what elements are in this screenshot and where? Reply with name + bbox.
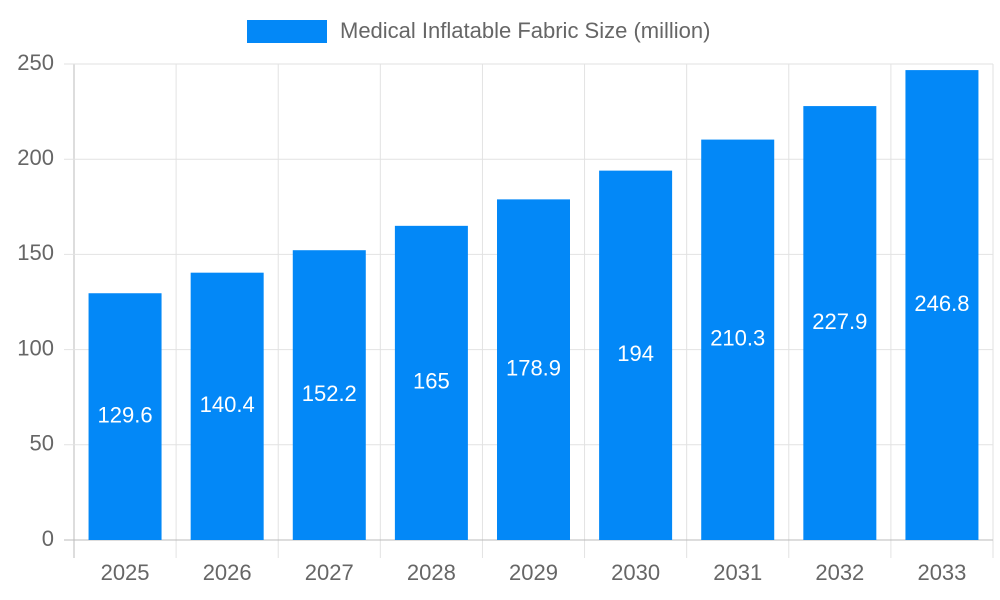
bar bbox=[88, 293, 162, 540]
value-label: 246.8 bbox=[914, 291, 969, 316]
legend-label: Medical Inflatable Fabric Size (million) bbox=[340, 18, 710, 43]
x-tick-label: 2031 bbox=[713, 560, 762, 585]
legend-swatch bbox=[247, 20, 327, 43]
x-tick-label: 2033 bbox=[917, 560, 966, 585]
y-tick-label: 200 bbox=[17, 145, 54, 170]
y-tick-label: 150 bbox=[17, 240, 54, 265]
y-tick-label: 100 bbox=[17, 335, 54, 360]
bar bbox=[497, 199, 570, 541]
y-tick-label: 0 bbox=[42, 526, 54, 551]
value-label: 152.2 bbox=[302, 381, 357, 406]
x-tick-label: 2032 bbox=[815, 560, 864, 585]
value-label: 210.3 bbox=[710, 326, 765, 351]
bar bbox=[394, 225, 468, 540]
x-tick-label: 2027 bbox=[305, 560, 354, 585]
x-tick-label: 2029 bbox=[509, 560, 558, 585]
x-tick-label: 2025 bbox=[101, 560, 150, 585]
bar bbox=[701, 139, 775, 540]
x-tick-label: 2028 bbox=[407, 560, 456, 585]
value-label: 129.6 bbox=[98, 402, 153, 427]
bar bbox=[190, 272, 264, 540]
bar bbox=[599, 170, 673, 540]
value-label: 178.9 bbox=[506, 355, 561, 380]
bar bbox=[803, 106, 877, 540]
x-tick-label: 2030 bbox=[611, 560, 660, 585]
bar bbox=[905, 70, 979, 540]
y-tick-label: 50 bbox=[30, 431, 54, 456]
value-label: 140.4 bbox=[200, 392, 255, 417]
x-tick-label: 2026 bbox=[203, 560, 252, 585]
value-label: 165 bbox=[413, 369, 450, 394]
y-tick-label: 250 bbox=[17, 50, 54, 75]
value-label: 227.9 bbox=[812, 309, 867, 334]
bar bbox=[292, 250, 366, 541]
value-label: 194 bbox=[617, 341, 654, 366]
